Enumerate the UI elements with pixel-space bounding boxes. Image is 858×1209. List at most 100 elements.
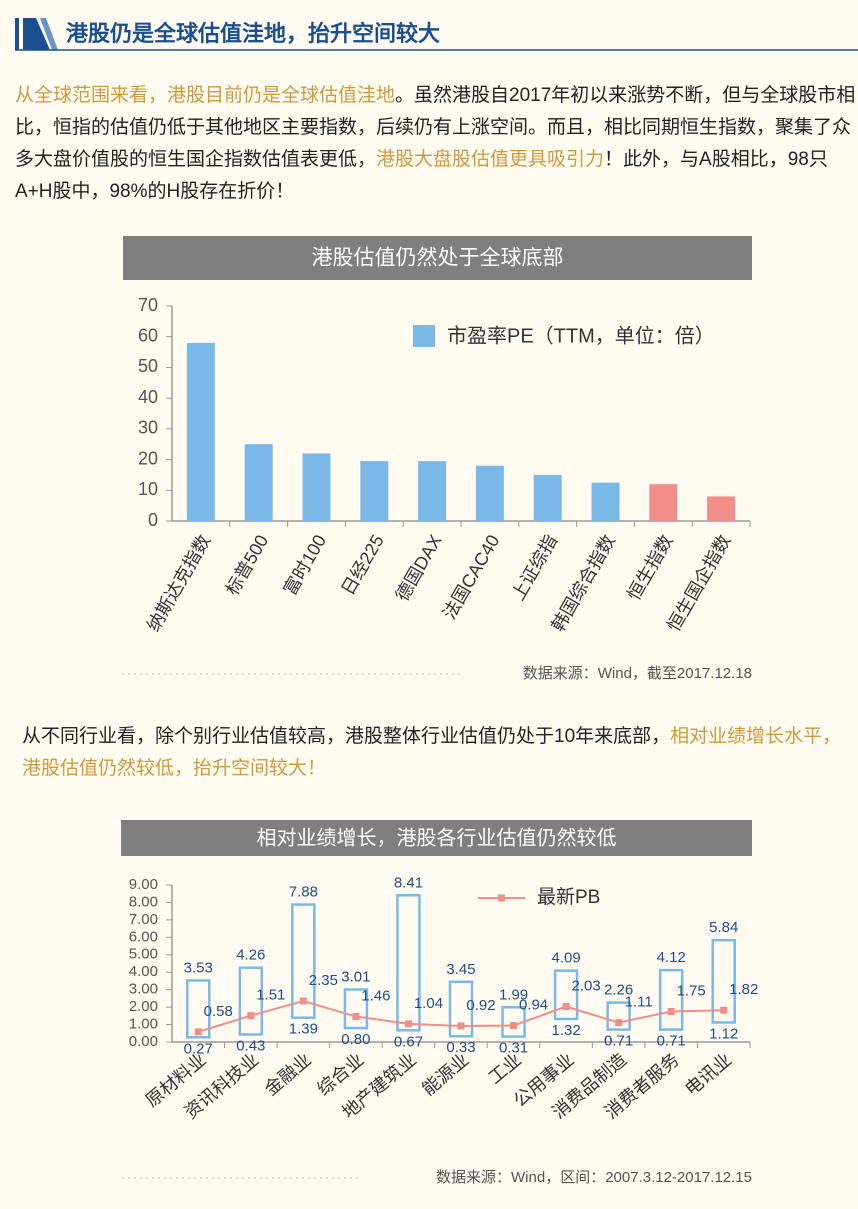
high-label: 3.53 bbox=[184, 959, 213, 976]
y-tick-label: 2.00 bbox=[129, 998, 158, 1015]
low-label: 0.27 bbox=[184, 1040, 213, 1057]
x-tick-label: 上证综指 bbox=[508, 531, 561, 603]
pb-label: 1.75 bbox=[677, 982, 706, 999]
y-tick-label: 0 bbox=[148, 510, 158, 530]
legend-marker bbox=[498, 894, 505, 902]
x-tick-label: 能源业 bbox=[418, 1049, 472, 1099]
pb-label: 1.11 bbox=[625, 994, 653, 1011]
range-box bbox=[186, 979, 211, 1039]
bar bbox=[244, 444, 273, 521]
x-tick-label: 富时100 bbox=[280, 531, 330, 598]
y-tick-label: 3.00 bbox=[129, 981, 158, 998]
high-label: 7.88 bbox=[289, 884, 318, 901]
range-box bbox=[448, 980, 474, 1038]
text-run: 从不同行业看，除个别行业估值较高，港股整体行业估值仍处于10年来底部， bbox=[22, 726, 671, 747]
low-label: 0.31 bbox=[499, 1040, 528, 1057]
chart-title-bar bbox=[123, 236, 752, 280]
legend-label: 市盈率PE（TTM，单位：倍） bbox=[447, 324, 715, 347]
bar bbox=[707, 496, 736, 521]
source-note: 数据来源：Wind，区间：2007.3.12-2017.12.15 bbox=[436, 1169, 752, 1186]
pb-marker bbox=[510, 1022, 518, 1030]
y-tick-label: 8.00 bbox=[129, 893, 158, 910]
y-tick-label: 30 bbox=[138, 418, 158, 438]
low-label: 0.67 bbox=[394, 1033, 423, 1050]
chart-title: 港股估值仍然处于全球底部 bbox=[312, 247, 564, 270]
pb-marker bbox=[615, 1019, 623, 1027]
range-box bbox=[553, 969, 579, 1021]
high-label: 4.26 bbox=[236, 947, 265, 964]
y-tick-label: 7.00 bbox=[129, 911, 158, 928]
pb-label: 0.58 bbox=[204, 1003, 233, 1020]
pb-marker bbox=[299, 997, 307, 1005]
bar bbox=[475, 465, 504, 521]
header-icon bbox=[15, 18, 19, 50]
high-label: 4.09 bbox=[551, 950, 580, 967]
x-tick-label: 韩国综合指数 bbox=[548, 531, 619, 635]
y-tick-label: 5.00 bbox=[129, 946, 158, 963]
y-tick-label: 4.00 bbox=[129, 963, 158, 980]
bar bbox=[418, 461, 447, 521]
bar bbox=[360, 461, 389, 521]
pb-label: 0.92 bbox=[466, 997, 495, 1014]
range-box bbox=[396, 894, 421, 1032]
pb-label: 1.82 bbox=[729, 981, 758, 998]
y-tick-label: 70 bbox=[138, 295, 158, 315]
low-label: 0.71 bbox=[604, 1033, 633, 1050]
legend-swatch bbox=[413, 325, 435, 347]
text-run: 从全球范围来看，港股目前仍是全球估值洼地 bbox=[15, 85, 396, 106]
low-label: 0.43 bbox=[236, 1037, 265, 1054]
pb-marker bbox=[194, 1028, 202, 1036]
pb-label: 1.04 bbox=[414, 995, 443, 1012]
range-box bbox=[606, 1001, 631, 1031]
y-tick-label: 40 bbox=[138, 387, 158, 407]
pb-marker bbox=[404, 1020, 412, 1028]
text-run: 相对业绩增长水平，港股估值仍然较低，抬升空间较大！ bbox=[22, 726, 842, 779]
high-label: 3.45 bbox=[446, 961, 475, 978]
text-run: ！此外，与A股相比，98只A+H股中，98%的H股存在折价！ bbox=[15, 149, 828, 202]
header-icon bbox=[23, 18, 50, 50]
range-box bbox=[658, 968, 684, 1031]
y-tick-label: 20 bbox=[138, 448, 158, 468]
y-tick-label: 6.00 bbox=[129, 928, 158, 945]
pb-marker bbox=[247, 1012, 255, 1020]
x-tick-label: 日经225 bbox=[338, 531, 388, 598]
high-label: 2.26 bbox=[604, 982, 633, 999]
chart: 港股估值仍然处于全球底部 0 10 20 30 40 50 60 70 纳斯达克指数 标普500 富时… bbox=[122, 236, 752, 682]
pb-marker bbox=[457, 1022, 465, 1030]
pb-label: 1.46 bbox=[361, 987, 390, 1004]
low-label: 0.71 bbox=[657, 1033, 686, 1050]
chart-title: 相对业绩增长，港股各行业估值仍然较低 bbox=[257, 826, 617, 849]
low-label: 1.12 bbox=[709, 1025, 738, 1042]
y-tick-label: 1.00 bbox=[129, 1016, 158, 1033]
bar bbox=[591, 482, 620, 521]
x-tick-label: 金融业 bbox=[261, 1049, 315, 1099]
x-tick-label: 法国CAC40 bbox=[439, 531, 503, 622]
low-label: 1.32 bbox=[551, 1022, 580, 1039]
text-run: 。虽然港股自2017年初以来涨势不断，但与全球股市相比，恒指的估值仍低于其他地区… bbox=[15, 85, 856, 170]
pb-label: 2.03 bbox=[571, 978, 600, 995]
pb-label: 0.94 bbox=[519, 997, 548, 1014]
y-tick-label: 50 bbox=[138, 356, 158, 376]
bar bbox=[533, 474, 562, 521]
range-box bbox=[238, 966, 264, 1036]
paragraph: 从全球范围来看，港股目前仍是全球估值洼地。虽然港股自2017年初以来涨势不断，但… bbox=[15, 80, 858, 208]
x-tick-label: 恒生指数 bbox=[624, 531, 677, 603]
high-label: 8.41 bbox=[394, 874, 423, 891]
pb-marker bbox=[352, 1013, 360, 1021]
x-tick-label: 标普500 bbox=[222, 531, 272, 598]
page-title: 港股仍是全球估值洼地，抬升空间较大 bbox=[66, 21, 441, 46]
high-label: 3.01 bbox=[341, 968, 370, 985]
pb-marker bbox=[720, 1006, 728, 1014]
x-tick-label: 德国DAX bbox=[392, 531, 446, 604]
legend-label: 最新PB bbox=[537, 886, 600, 908]
y-tick-label: 0.00 bbox=[129, 1033, 158, 1050]
bar bbox=[649, 484, 678, 521]
x-tick-label: 纳斯达克指数 bbox=[143, 531, 214, 635]
text-run: 港股大盘股估值更具吸引力 bbox=[376, 149, 605, 170]
header-icon bbox=[40, 18, 58, 50]
y-tick-label: 9.00 bbox=[129, 876, 158, 893]
source-note: 数据来源：Wind，截至2017.12.18 bbox=[523, 665, 752, 682]
range-box bbox=[343, 988, 369, 1030]
paragraph: 从不同行业看，除个别行业估值较高，港股整体行业估值仍处于10年来底部，相对业绩增… bbox=[22, 721, 858, 785]
